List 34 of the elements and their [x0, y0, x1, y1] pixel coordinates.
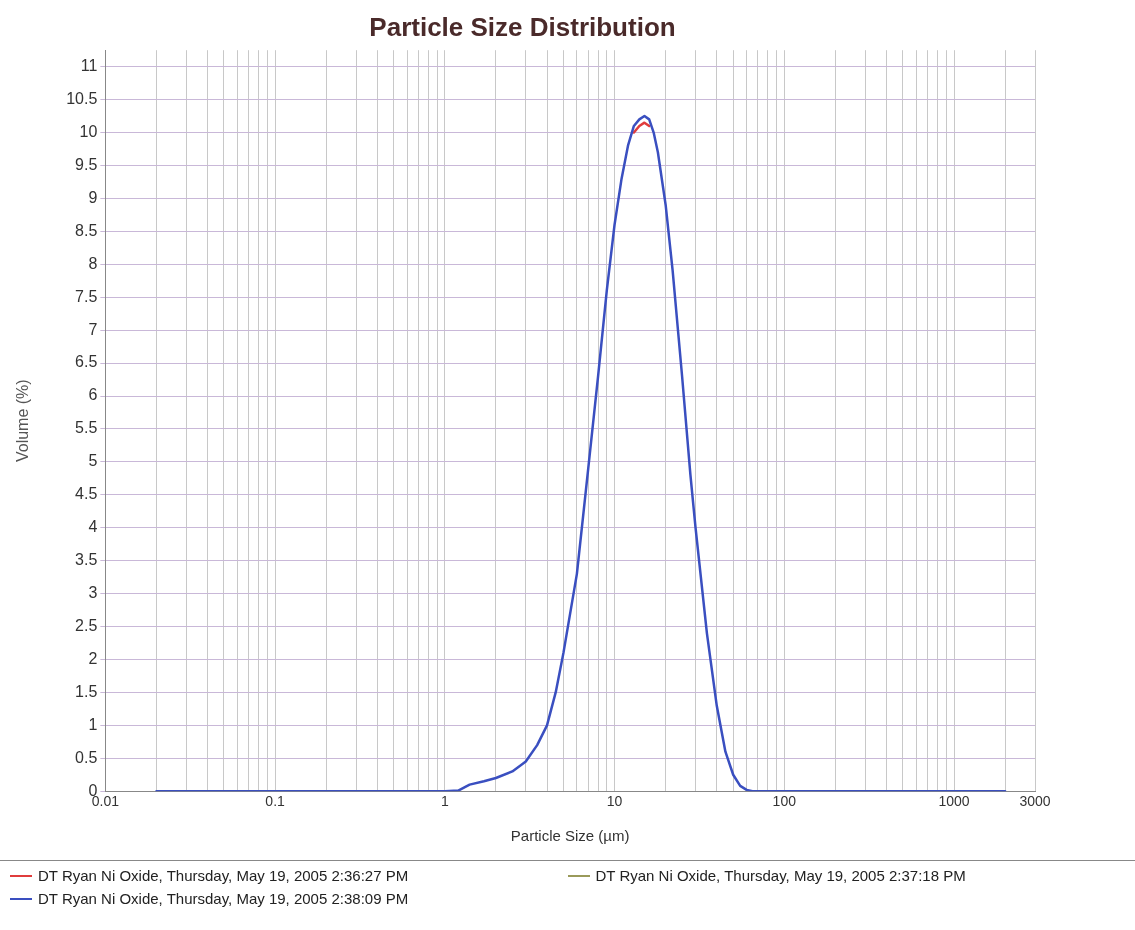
y-tick-label: 9.5 [75, 155, 98, 173]
x-tick-label: 0.1 [265, 793, 286, 810]
y-tick-label: 4 [88, 518, 98, 536]
y-tick-label: 11 [80, 57, 98, 75]
y-tick-label: 3 [88, 584, 98, 602]
y-axis-title: Volume (%) [14, 379, 32, 463]
y-tick-label: 4.5 [75, 485, 98, 503]
x-tick-label: 10 [606, 793, 623, 810]
legend-label: DT Ryan Ni Oxide, Thursday, May 19, 2005 2:38:09 PM [38, 890, 409, 907]
x-tick-label: 100 [772, 793, 797, 810]
y-tick-label: 10.5 [66, 90, 98, 108]
y-tick-label: 9 [88, 188, 98, 206]
x-tick-label: 3000 [1019, 793, 1051, 810]
y-tick-label: 1 [88, 715, 98, 733]
y-tick-label: 3.5 [75, 551, 98, 569]
y-tick-label: 5.5 [75, 419, 98, 437]
y-tick-label: 7.5 [75, 287, 98, 305]
x-tick-label: 1000 [938, 793, 970, 810]
legend-label: DT Ryan Ni Oxide, Thursday, May 19, 2005 2:37:18 PM [595, 867, 966, 884]
x-tick-label: 1 [440, 793, 449, 810]
y-tick-label: 10 [79, 122, 98, 140]
x-axis-title: Particle Size (µm) [510, 827, 630, 845]
legend-label: DT Ryan Ni Oxide, Thursday, May 19, 2005 2:36:27 PM [38, 867, 409, 884]
y-tick-label: 0.5 [75, 748, 98, 766]
y-tick-label: 5 [88, 452, 98, 470]
y-tick-label: 6.5 [75, 353, 98, 371]
y-tick-label: 2 [88, 649, 98, 667]
chart-title: Particle Size Distribution [369, 11, 676, 42]
y-tick-label: 1.5 [75, 682, 98, 700]
y-tick-label: 8 [88, 254, 98, 272]
y-tick-label: 2.5 [75, 616, 98, 634]
y-tick-label: 7 [88, 320, 98, 338]
y-tick-label: 6 [88, 386, 98, 404]
y-tick-label: 8.5 [75, 221, 98, 239]
